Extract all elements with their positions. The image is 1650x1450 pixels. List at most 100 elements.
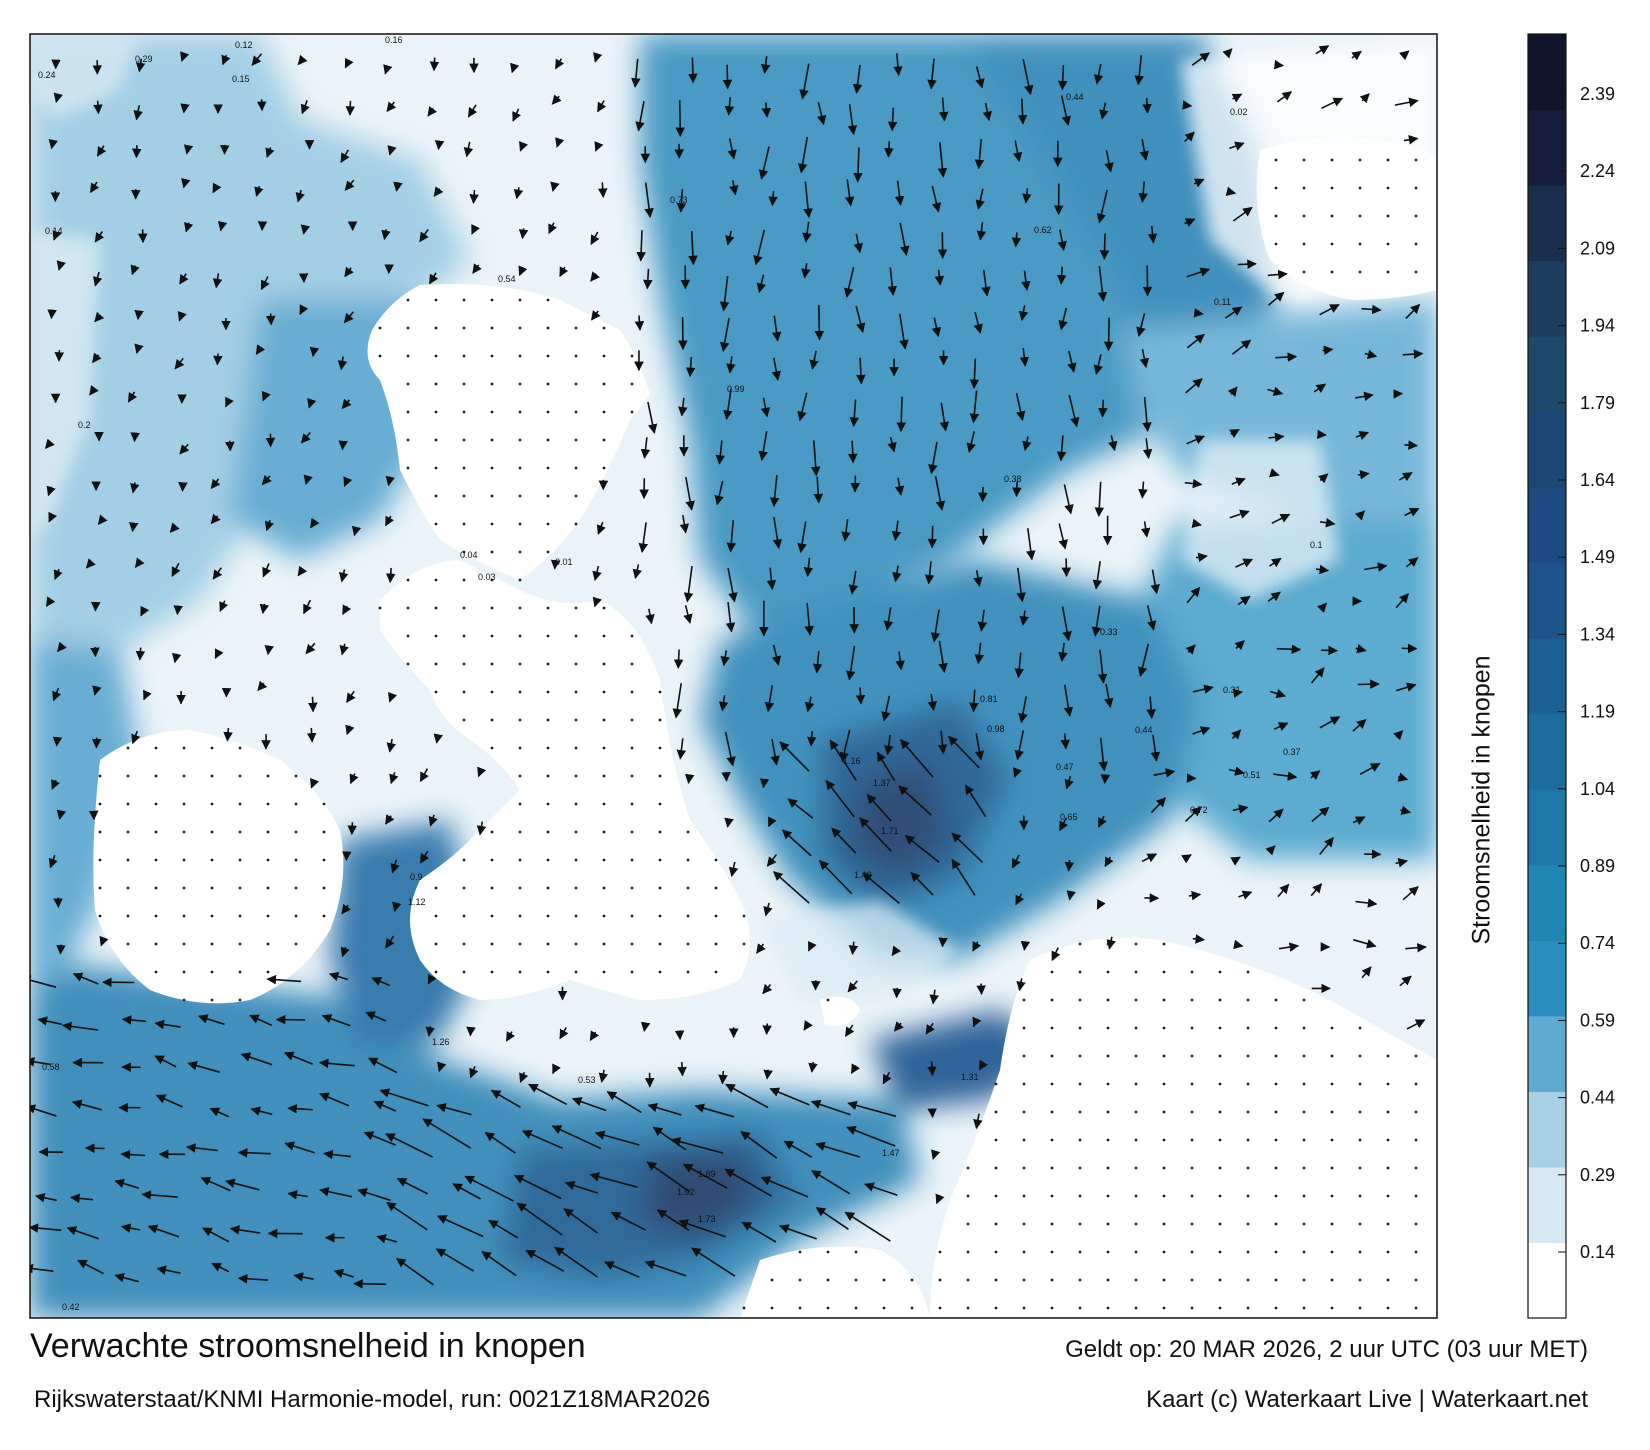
grid-dot bbox=[1218, 1166, 1222, 1170]
grid-dot bbox=[938, 1250, 942, 1254]
speed-value-label: 0.24 bbox=[38, 70, 56, 80]
current-arrow bbox=[1361, 966, 1372, 979]
speed-value-label: 0.37 bbox=[1283, 747, 1301, 757]
grid-dot bbox=[1134, 1306, 1138, 1310]
grid-dot bbox=[490, 662, 494, 666]
current-arrow bbox=[1268, 808, 1284, 823]
current-arrow bbox=[758, 146, 770, 180]
grid-dot bbox=[1050, 1110, 1054, 1114]
grid-dot bbox=[546, 382, 550, 386]
colorbar-band bbox=[1528, 940, 1566, 1017]
grid-dot bbox=[154, 802, 158, 806]
current-arrow bbox=[427, 973, 437, 985]
current-arrow bbox=[722, 64, 733, 90]
colorbar-tick-label: 1.49 bbox=[1580, 547, 1615, 567]
grid-dot bbox=[126, 774, 130, 778]
current-arrow bbox=[516, 1202, 563, 1236]
current-arrow bbox=[512, 108, 522, 122]
current-arrow bbox=[978, 1059, 988, 1071]
current-arrow bbox=[683, 605, 693, 624]
grid-dot bbox=[994, 1278, 998, 1282]
current-arrow bbox=[849, 399, 860, 427]
current-arrow bbox=[847, 104, 858, 136]
current-arrow bbox=[1022, 59, 1034, 96]
current-arrow bbox=[140, 605, 150, 617]
grid-dot bbox=[182, 942, 186, 946]
current-arrow bbox=[883, 607, 894, 631]
current-arrow bbox=[469, 190, 479, 204]
grid-dot bbox=[462, 522, 466, 526]
grid-dot bbox=[182, 746, 186, 750]
current-arrow bbox=[804, 603, 814, 636]
grid-dot bbox=[574, 858, 578, 862]
current-arrow bbox=[760, 397, 771, 418]
current-arrow bbox=[127, 391, 138, 403]
grid-dot bbox=[546, 410, 550, 414]
grid-dot bbox=[490, 914, 494, 918]
grid-dot bbox=[1078, 998, 1082, 1002]
current-arrow bbox=[1405, 303, 1421, 319]
grid-dot bbox=[1414, 270, 1418, 274]
current-arrow bbox=[1397, 772, 1409, 782]
speed-value-label: 1.47 bbox=[882, 1148, 900, 1158]
grid-dot bbox=[574, 354, 578, 358]
speed-labels: 0.12 0.15 0.16 0.24 0.29 0.14 0.2 0.54 0.73 0.99 1… bbox=[38, 35, 1323, 1312]
current-arrow bbox=[505, 1031, 516, 1042]
current-arrow bbox=[469, 1066, 479, 1079]
current-arrow bbox=[724, 1168, 772, 1197]
current-arrow bbox=[1026, 528, 1036, 561]
grid-dot bbox=[182, 970, 186, 974]
speed-value-label: 1.71 bbox=[881, 826, 899, 836]
current-arrow bbox=[384, 515, 395, 527]
current-arrow bbox=[1230, 856, 1241, 866]
colorbar-band bbox=[1528, 260, 1566, 337]
current-arrow bbox=[925, 1022, 935, 1035]
current-arrow bbox=[46, 485, 56, 497]
current-arrow bbox=[340, 946, 350, 958]
current-arrow bbox=[597, 100, 607, 113]
grid-dot bbox=[378, 606, 382, 610]
land-west bbox=[93, 730, 344, 1004]
grid-dot bbox=[630, 858, 634, 862]
grid-dot bbox=[1302, 1222, 1306, 1226]
current-arrow bbox=[1064, 776, 1074, 790]
current-arrow bbox=[429, 57, 440, 72]
grid-dot bbox=[294, 774, 298, 778]
grid-dot bbox=[994, 1138, 998, 1142]
grid-dot bbox=[1134, 998, 1138, 1002]
current-arrow bbox=[1058, 642, 1068, 662]
current-arrow bbox=[47, 309, 57, 320]
current-arrow bbox=[1235, 558, 1254, 568]
current-arrow bbox=[254, 185, 264, 197]
grid-dot bbox=[1330, 1306, 1334, 1310]
grid-dot bbox=[1358, 1138, 1362, 1142]
current-arrow bbox=[219, 600, 229, 612]
grid-dot bbox=[1414, 214, 1418, 218]
grid-dot bbox=[546, 438, 550, 442]
map-title: Verwachte stroomsnelheid in knopen bbox=[30, 1327, 586, 1365]
grid-dot bbox=[882, 1278, 886, 1282]
current-arrow bbox=[778, 1224, 817, 1240]
grid-dot bbox=[1078, 1110, 1082, 1114]
grid-dot bbox=[490, 718, 494, 722]
current-arrow bbox=[1104, 856, 1114, 868]
current-arrow bbox=[900, 738, 934, 778]
grid-dot bbox=[1218, 1194, 1222, 1198]
grid-dot bbox=[98, 774, 102, 778]
current-arrow bbox=[488, 1219, 519, 1239]
colorbar-tick-label: 0.44 bbox=[1580, 1088, 1615, 1108]
current-arrow bbox=[1139, 138, 1150, 161]
grid-dot bbox=[1302, 214, 1306, 218]
current-arrow bbox=[934, 476, 946, 511]
current-arrow bbox=[353, 1279, 387, 1289]
grid-dot bbox=[1022, 1222, 1026, 1226]
grid-dot bbox=[1386, 1166, 1390, 1170]
grid-dot bbox=[1190, 1250, 1194, 1254]
grid-dot bbox=[1386, 1278, 1390, 1282]
grid-dot bbox=[1302, 1166, 1306, 1170]
grid-dot bbox=[1330, 186, 1334, 190]
speed-value-label: 0.73 bbox=[670, 195, 688, 205]
grid-dot bbox=[266, 858, 270, 862]
speed-value-label: 1.37 bbox=[873, 778, 891, 788]
current-arrow bbox=[1091, 605, 1102, 637]
